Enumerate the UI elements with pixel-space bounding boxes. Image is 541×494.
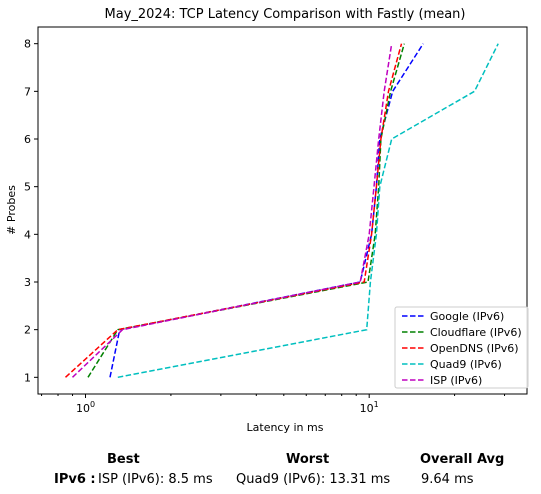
latency-chart: May_2024: TCP Latency Comparison with Fa… — [5, 7, 529, 434]
series-line-4 — [71, 43, 393, 378]
y-tick-label: 5 — [24, 181, 31, 194]
y-tick-label: 4 — [24, 228, 31, 241]
y-axis-label: # Probes — [5, 185, 18, 235]
legend-box — [394, 306, 529, 389]
legend-label-2: OpenDNS (IPv6) — [430, 342, 519, 355]
plot-frame — [37, 26, 528, 395]
overall-avg-value: 9.64 ms — [421, 472, 474, 487]
y-tick-label: 8 — [24, 38, 31, 51]
y-tick-label: 1 — [24, 371, 31, 384]
y-tick-label: 6 — [24, 133, 31, 146]
chart-title: May_2024: TCP Latency Comparison with Fa… — [105, 7, 466, 22]
y-tick-label: 7 — [24, 85, 31, 98]
legend-label-1: Cloudflare (IPv6) — [430, 326, 522, 339]
series-layer — [64, 43, 499, 379]
legend-label-3: Quad9 (IPv6) — [430, 358, 502, 371]
y-tick-label: 2 — [24, 324, 31, 337]
y-tick-label: 3 — [24, 276, 31, 289]
worst-value: Quad9 (IPv6): 13.31 ms — [236, 472, 391, 487]
legend-label-0: Google (IPv6) — [430, 310, 504, 323]
best-value: ISP (IPv6): 8.5 ms — [98, 472, 213, 487]
legend: Google (IPv6) Cloudflare (IPv6) OpenDNS (I… — [394, 306, 529, 389]
summary-table: Best Worst Overall Avg IPv6 : ISP (IPv6)… — [0, 450, 541, 494]
x-tick-label: 100 — [76, 400, 95, 415]
x-axis-label: Latency in ms — [247, 421, 324, 434]
legend-label-4: ISP (IPv6) — [430, 374, 482, 387]
y-axis-ticks: 1 2 3 4 5 6 7 8 — [24, 38, 38, 384]
ipv6-row-label: IPv6 : — [54, 472, 96, 487]
worst-header: Worst — [286, 452, 330, 467]
best-header: Best — [107, 452, 140, 467]
series-line-3 — [117, 43, 499, 379]
x-tick-label: 101 — [360, 400, 379, 415]
overall-avg-header: Overall Avg — [420, 452, 505, 467]
series-line-0 — [109, 43, 424, 378]
series-line-2 — [64, 43, 403, 378]
x-axis-ticks: 100 101 — [41, 394, 506, 415]
